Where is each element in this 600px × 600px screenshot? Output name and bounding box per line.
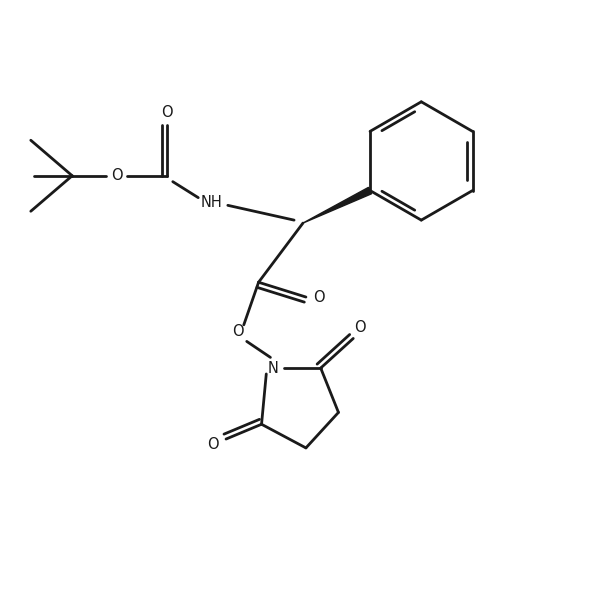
Text: O: O	[355, 320, 366, 335]
Text: O: O	[161, 105, 173, 120]
Text: N: N	[268, 361, 279, 376]
Text: NH: NH	[200, 195, 222, 210]
Polygon shape	[303, 187, 371, 223]
Text: O: O	[313, 290, 325, 305]
Text: O: O	[207, 437, 219, 452]
Text: O: O	[111, 168, 122, 183]
Text: O: O	[232, 324, 244, 339]
